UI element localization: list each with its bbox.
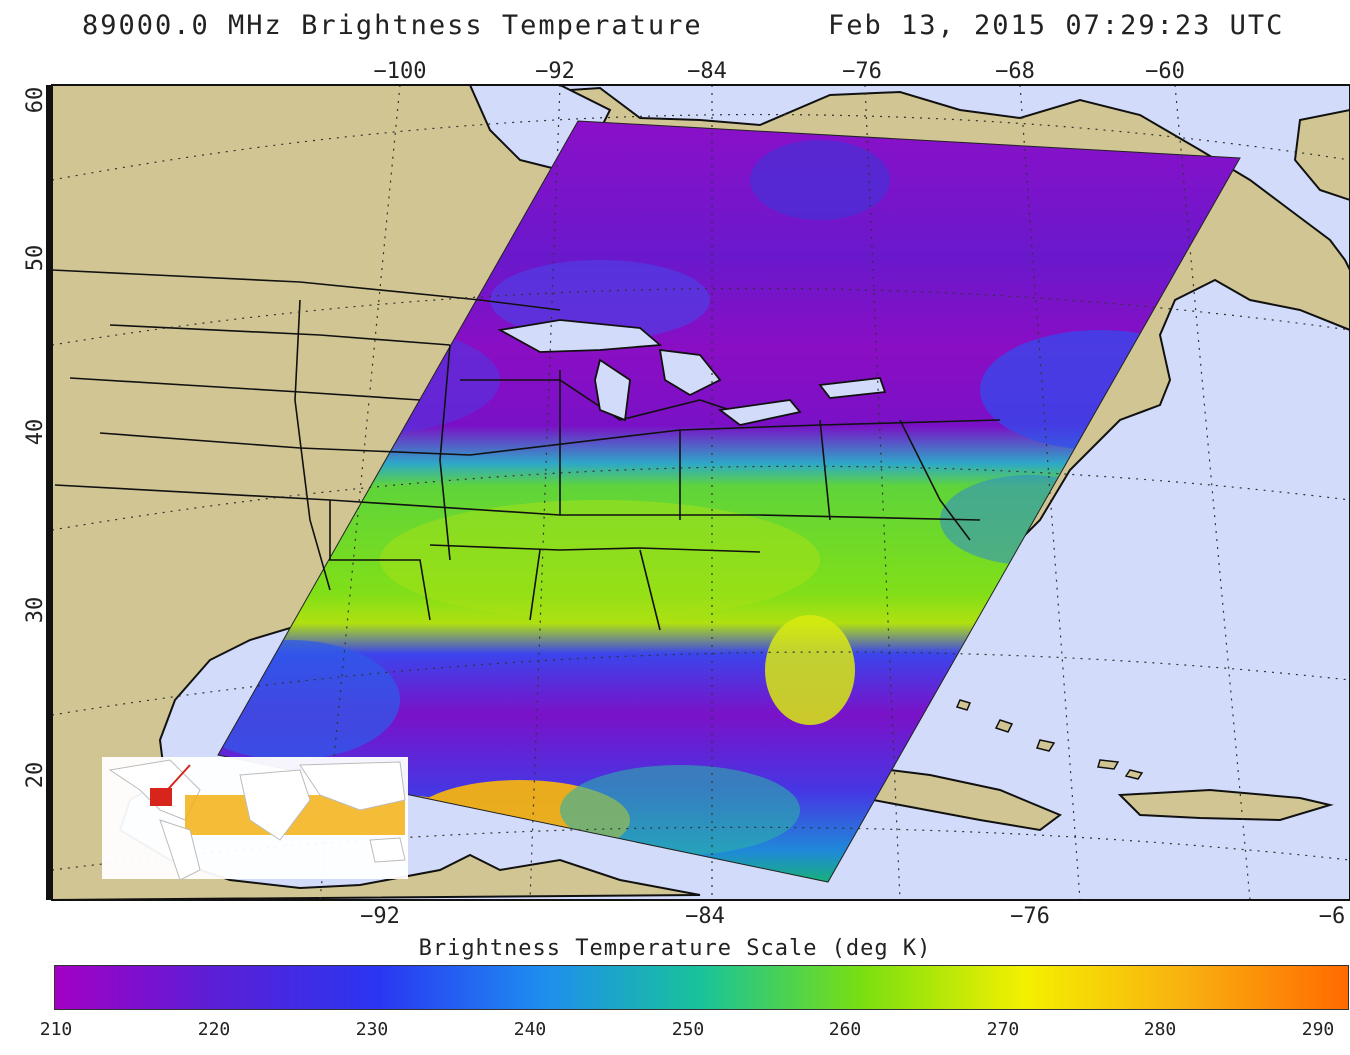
colorbar-title: Brightness Temperature Scale (deg K): [418, 936, 932, 961]
political-boundaries: [52, 269, 1001, 631]
left-axis-bar: [46, 85, 52, 900]
colorbar-tick-label: 220: [197, 1019, 231, 1040]
hispaniola: [1117, 788, 1334, 822]
lat-label: 20: [23, 762, 48, 789]
colorbar-tick-label: 260: [828, 1019, 862, 1040]
top-lon-label: −100: [374, 59, 427, 84]
bottom-lon-label: −76: [1010, 904, 1050, 929]
top-lon-label: −76: [842, 59, 882, 84]
top-lon-label: −84: [687, 59, 727, 84]
lat-label: 30: [23, 597, 48, 624]
latitude-labels: 60 50 40 30 20: [23, 87, 48, 789]
lat-label: 60: [23, 87, 48, 114]
colorbar-tick-label: 240: [513, 1019, 547, 1040]
colorbar-tick-label: 210: [39, 1019, 73, 1040]
colorbar-tick-label: 270: [986, 1019, 1020, 1040]
top-lon-label: −68: [995, 59, 1035, 84]
bottom-longitude-labels: −92 −84 −76 −6: [360, 904, 1345, 929]
bottom-lon-label: −6: [1319, 904, 1346, 929]
colorbar-tick-label: 290: [1301, 1019, 1335, 1040]
top-longitude-labels: −100 −92 −84 −76 −68 −60: [374, 59, 1185, 84]
newfoundland: [1293, 108, 1350, 202]
title-timestamp: Feb 13, 2015 07:29:23 UTC: [828, 10, 1285, 41]
lat-label: 40: [23, 419, 48, 446]
bahamas: [955, 699, 1144, 780]
great-lakes: [497, 319, 887, 426]
swath-outline: [217, 120, 1241, 883]
colorbar: [54, 965, 1349, 1010]
top-lon-label: −92: [535, 59, 575, 84]
colorbar-tick-label: 280: [1143, 1019, 1177, 1040]
bottom-lon-label: −92: [360, 904, 400, 929]
bottom-lon-label: −84: [685, 904, 725, 929]
map-title: 89000.0 MHz Brightness Temperature Feb 1…: [0, 10, 1350, 46]
locator-inset-map: [102, 757, 408, 881]
top-lon-label: −60: [1145, 59, 1185, 84]
title-product: 89000.0 MHz Brightness Temperature: [82, 10, 703, 41]
locator-arrow: [160, 764, 191, 798]
colorbar-tick-label: 230: [355, 1019, 389, 1040]
lat-label: 50: [23, 245, 48, 272]
colorbar-tick-label: 250: [671, 1019, 705, 1040]
